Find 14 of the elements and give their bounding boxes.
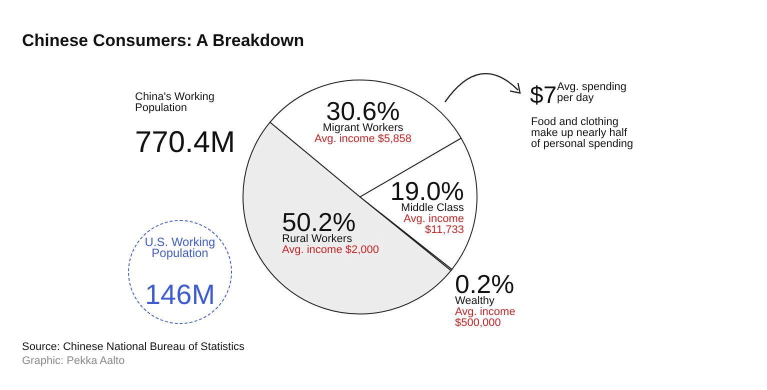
source-note: Source: Chinese National Bureau of Statistics (22, 341, 246, 353)
text: Food and clothing make up nearly half of personal spending (531, 116, 634, 150)
text: 146M (144, 279, 216, 310)
chart-title: Chinese Consumers: A Breakdown (22, 31, 304, 50)
text: Avg. income $500,000 (455, 306, 516, 329)
text: U.S. Working Population (144, 235, 216, 260)
text: Avg. income $11,733 (404, 213, 464, 236)
text: Avg. spending per day (557, 81, 627, 104)
text: Graphic: Pekka Aalto (22, 355, 125, 367)
text: Avg. income $5,858 (314, 133, 412, 145)
text: $7 (530, 82, 557, 109)
text: Avg. income $2,000 (282, 244, 380, 256)
text: China's Working Population (135, 91, 215, 114)
text: 770.4M (135, 126, 236, 159)
